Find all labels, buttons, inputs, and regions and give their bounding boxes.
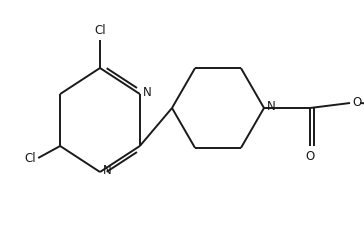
Text: O: O (305, 150, 314, 163)
Text: N: N (143, 85, 151, 99)
Text: Cl: Cl (24, 153, 36, 165)
Text: O: O (352, 95, 361, 109)
Text: N: N (103, 164, 112, 177)
Text: N: N (267, 100, 276, 114)
Text: Cl: Cl (94, 24, 106, 37)
